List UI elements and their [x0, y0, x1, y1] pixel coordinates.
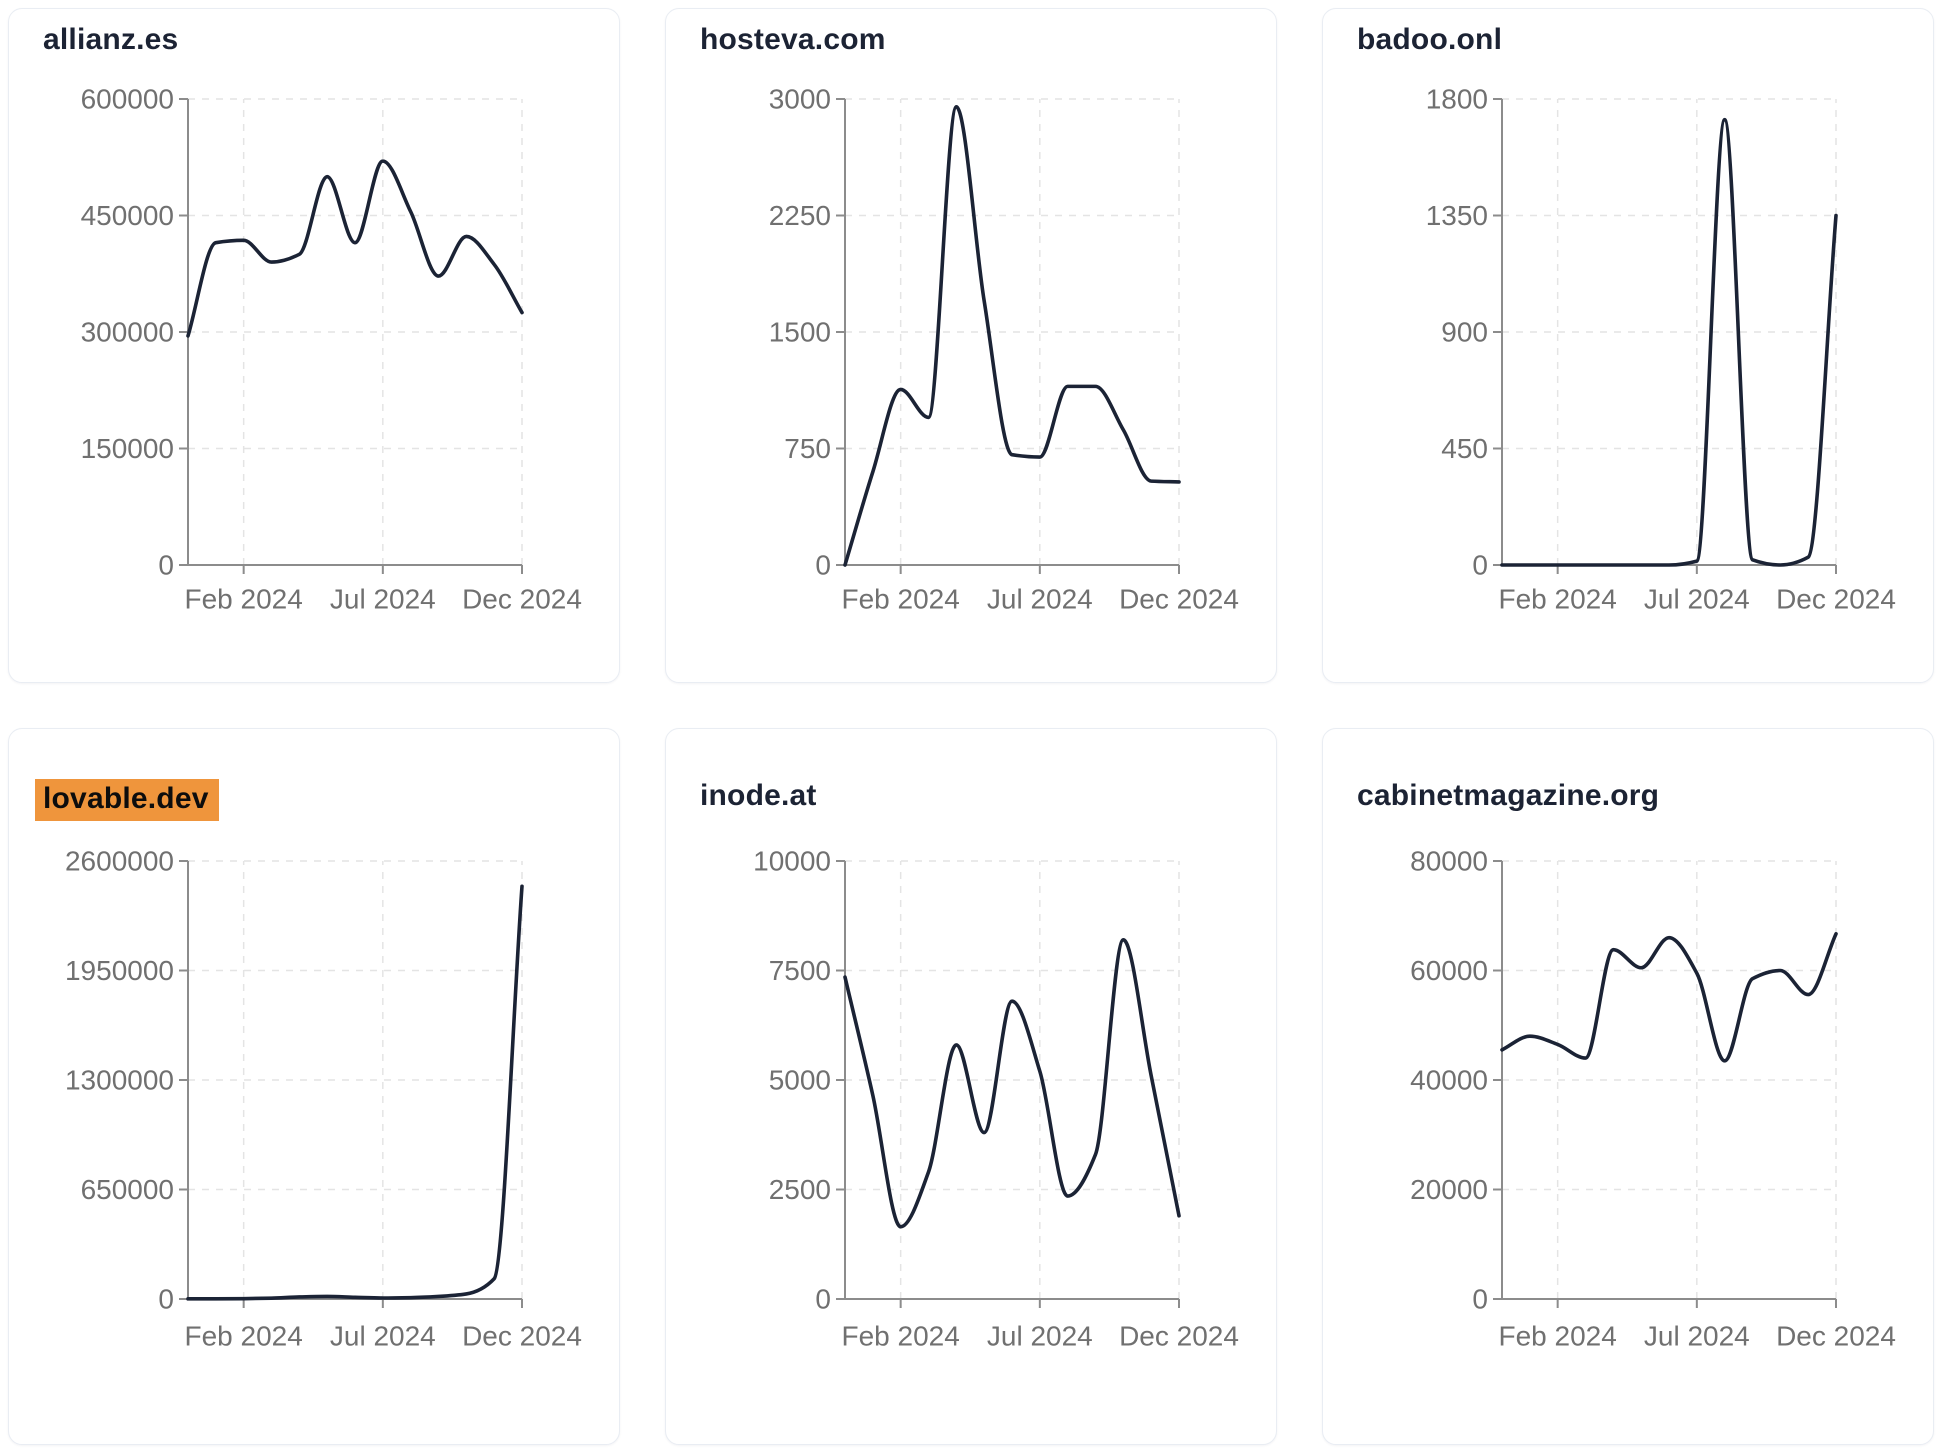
y-tick-label: 300000	[81, 317, 174, 348]
traffic-line-chart: 0 150000 300000 450000 600000 Feb 2024 Jul 202…	[81, 84, 582, 615]
domain-title-heading: inode.at	[700, 779, 817, 813]
y-tick-label: 650000	[81, 1174, 174, 1205]
traffic-line-chart: 0 2500 5000 7500 10000 Feb 2024 Jul 2024 Dec 20…	[753, 846, 1239, 1352]
traffic-line	[843, 104, 1181, 567]
domain-chart-card-hosteva.com[interactable]: hosteva.com 0 750 1500 2250 3000 Feb 2024 Jul …	[665, 8, 1277, 683]
x-tick-label: Dec 2024	[1119, 1321, 1239, 1352]
y-tick-label: 0	[158, 550, 174, 581]
y-tick-label: 40000	[1410, 1065, 1488, 1096]
y-tick-label: 7500	[769, 955, 831, 986]
y-tick-label: 450	[1441, 433, 1488, 464]
x-tick-label: Dec 2024	[1776, 1321, 1896, 1352]
traffic-line	[186, 884, 524, 1301]
y-tick-label: 1350	[1426, 200, 1488, 231]
x-tick-label: Jul 2024	[987, 1321, 1093, 1352]
y-tick-label: 2600000	[65, 846, 174, 877]
y-tick-label: 1300000	[65, 1065, 174, 1096]
y-tick-label: 0	[815, 550, 831, 581]
domain-title[interactable]: inode.at	[700, 779, 817, 812]
y-tick-label: 450000	[81, 200, 174, 231]
y-tick-label: 1950000	[65, 955, 174, 986]
y-tick-label: 5000	[769, 1065, 831, 1096]
traffic-line-chart: 0 750 1500 2250 3000 Feb 2024 Jul 2024 Dec 2024	[769, 84, 1239, 615]
y-tick-label: 3000	[769, 84, 831, 115]
x-tick-label: Dec 2024	[1776, 584, 1896, 615]
traffic-line-chart: 0 20000 40000 60000 80000 Feb 2024 Jul 2024 Dec…	[1410, 846, 1896, 1352]
domain-title-heading: allianz.es	[43, 23, 178, 57]
x-tick-label: Dec 2024	[462, 584, 582, 615]
domain-title-heading: badoo.onl	[1357, 23, 1502, 57]
domain-title[interactable]: hosteva.com	[700, 23, 886, 56]
y-tick-label: 900	[1441, 317, 1488, 348]
y-tick-label: 150000	[81, 433, 174, 464]
y-tick-label: 1800	[1426, 84, 1488, 115]
domain-title[interactable]: lovable.dev	[35, 779, 219, 821]
y-tick-label: 2250	[769, 200, 831, 231]
traffic-line	[1500, 117, 1838, 567]
domain-title[interactable]: cabinetmagazine.org	[1357, 779, 1660, 812]
x-tick-label: Jul 2024	[1644, 584, 1750, 615]
x-tick-label: Dec 2024	[1119, 584, 1239, 615]
traffic-line	[186, 159, 524, 338]
y-tick-label: 60000	[1410, 955, 1488, 986]
domain-title[interactable]: allianz.es	[43, 23, 179, 56]
x-tick-label: Feb 2024	[842, 584, 960, 615]
domain-chart-card-allianz.es[interactable]: allianz.es 0 150000 300000 450000 600000 Feb …	[8, 8, 620, 683]
x-tick-label: Feb 2024	[1499, 1321, 1617, 1352]
domain-title-heading: hosteva.com	[700, 23, 886, 57]
x-tick-label: Jul 2024	[330, 1321, 436, 1352]
domain-charts-grid: allianz.es 0 150000 300000 450000 600000 Feb …	[8, 8, 1934, 1445]
y-tick-label: 600000	[81, 84, 174, 115]
y-tick-label: 80000	[1410, 846, 1488, 877]
traffic-line	[1500, 932, 1838, 1063]
x-tick-label: Feb 2024	[185, 1321, 303, 1352]
domain-chart-card-inode.at[interactable]: inode.at 0 2500 5000 7500 10000 Feb 2024 Jul 2…	[665, 728, 1277, 1445]
traffic-line-chart: 0 650000 1300000 1950000 2600000 Feb 2024 Jul …	[65, 846, 582, 1352]
domain-chart-card-lovable.dev[interactable]: lovable.dev 0 650000 1300000 1950000 2600000…	[8, 728, 620, 1445]
x-tick-label: Dec 2024	[462, 1321, 582, 1352]
x-tick-label: Jul 2024	[987, 584, 1093, 615]
x-tick-label: Jul 2024	[1644, 1321, 1750, 1352]
y-tick-label: 0	[815, 1284, 831, 1315]
domain-title-heading: lovable.dev	[35, 779, 219, 821]
domain-chart-card-badoo.onl[interactable]: badoo.onl 0 450 900 1350 1800 Feb 2024 Jul 202…	[1322, 8, 1934, 683]
y-tick-label: 2500	[769, 1174, 831, 1205]
y-tick-label: 10000	[753, 846, 831, 877]
domain-chart-card-cabinetmagazine.org[interactable]: cabinetmagazine.org 0 20000 40000 60000 8000…	[1322, 728, 1934, 1445]
x-tick-label: Feb 2024	[1499, 584, 1617, 615]
x-tick-label: Jul 2024	[330, 584, 436, 615]
traffic-line	[843, 938, 1181, 1229]
domain-title[interactable]: badoo.onl	[1357, 23, 1503, 56]
y-tick-label: 0	[158, 1284, 174, 1315]
x-tick-label: Feb 2024	[185, 584, 303, 615]
y-tick-label: 1500	[769, 317, 831, 348]
x-tick-label: Feb 2024	[842, 1321, 960, 1352]
y-tick-label: 20000	[1410, 1174, 1488, 1205]
y-tick-label: 750	[784, 433, 831, 464]
y-tick-label: 0	[1472, 550, 1488, 581]
traffic-line-chart: 0 450 900 1350 1800 Feb 2024 Jul 2024 Dec 2024	[1426, 84, 1896, 615]
domain-title-heading: cabinetmagazine.org	[1357, 779, 1659, 813]
y-tick-label: 0	[1472, 1284, 1488, 1315]
